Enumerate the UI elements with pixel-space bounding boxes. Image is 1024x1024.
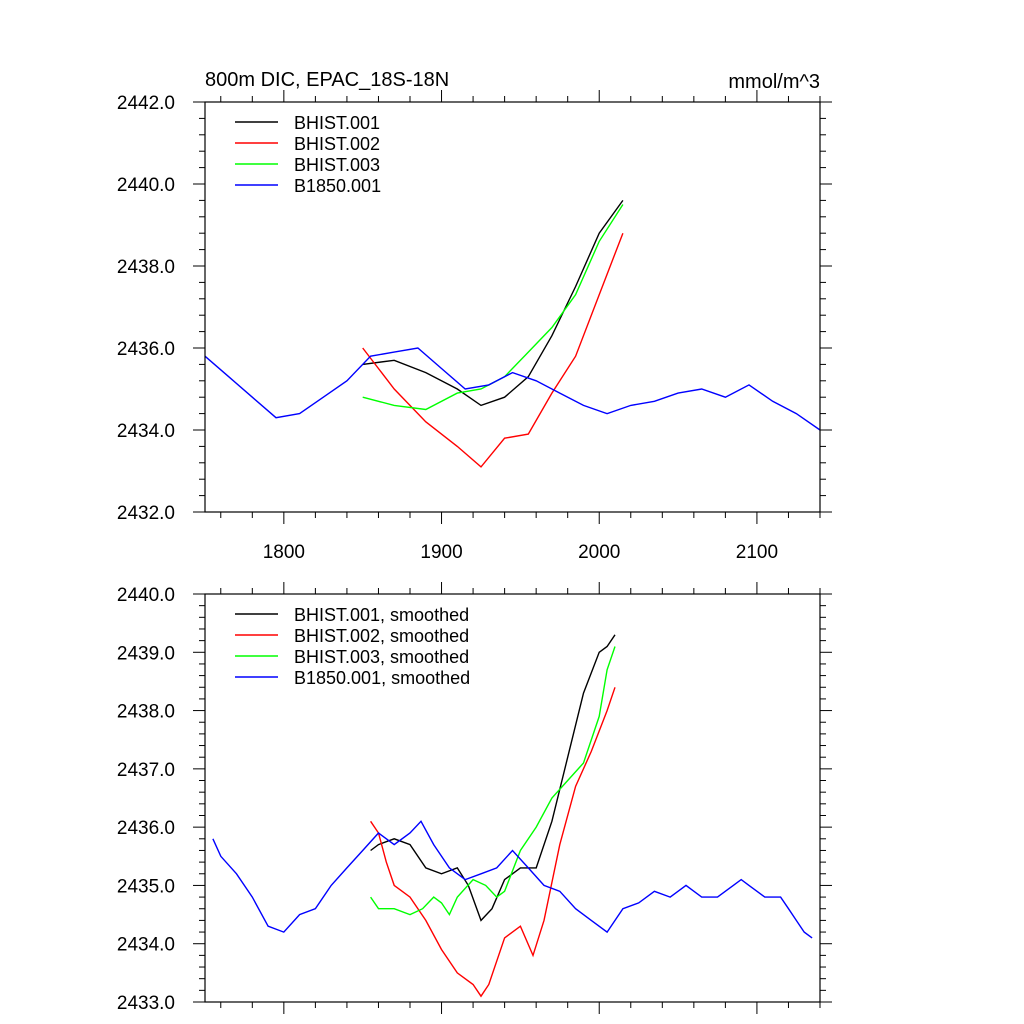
axes: 1800 1900 2000 2100 2432.0 2434.0 2436.0 2438.0… <box>117 90 832 563</box>
panel-top: 800m DIC, EPAC_18S-18N mmol/m^3 1800 1900… <box>117 69 832 563</box>
y-tick-label: 2436.0 <box>117 818 175 839</box>
y-tick-label: 2436.0 <box>117 339 175 360</box>
plot-frame <box>204 101 821 513</box>
y-tick-label: 2440.0 <box>117 175 175 196</box>
x-tick-label: 2100 <box>736 542 778 563</box>
x-tick-label: 1900 <box>420 542 462 563</box>
legend-label: BHIST.001, smoothed <box>294 605 469 625</box>
x-tick-label: 1800 <box>263 542 305 563</box>
plot-frame <box>204 593 821 1003</box>
series-group <box>212 634 813 998</box>
panel-bottom: 2433.0 2434.0 2435.0 2436.0 2437.0 2438.0 2439… <box>117 582 832 1014</box>
series-group <box>204 199 821 468</box>
series-line-b1850-001-smoothed <box>212 820 813 939</box>
legend-label: BHIST.002 <box>294 134 380 154</box>
series-line-bhist-003 <box>362 204 624 411</box>
y-tick-label: 2432.0 <box>117 503 175 524</box>
units-label: mmol/m^3 <box>728 71 820 93</box>
y-tick-label: 2438.0 <box>117 257 175 278</box>
axes: 2433.0 2434.0 2435.0 2436.0 2437.0 2438.0 2439… <box>117 582 832 1014</box>
y-tick-label: 2434.0 <box>117 935 175 956</box>
series-line-bhist-002 <box>362 232 624 468</box>
legend-label: B1850.001 <box>294 176 381 196</box>
y-tick-label: 2434.0 <box>117 421 175 442</box>
x-tick-label: 2000 <box>578 542 620 563</box>
series-line-bhist-001-smoothed <box>370 634 616 922</box>
y-tick-label: 2435.0 <box>117 876 175 897</box>
y-tick-label: 2440.0 <box>117 585 175 606</box>
series-line-bhist-001 <box>362 199 624 407</box>
series-line-bhist-002-smoothed <box>370 687 616 998</box>
y-tick-label: 2438.0 <box>117 702 175 723</box>
chart-title: 800m DIC, EPAC_18S-18N <box>205 69 449 91</box>
legend-label: BHIST.002, smoothed <box>294 626 469 646</box>
y-tick-label: 2439.0 <box>117 643 175 664</box>
y-tick-label: 2433.0 <box>117 993 175 1014</box>
series-line-bhist-003-smoothed <box>370 646 616 917</box>
legend-label: BHIST.003 <box>294 155 380 175</box>
y-tick-label: 2442.0 <box>117 93 175 114</box>
y-tick-label: 2437.0 <box>117 760 175 781</box>
legend-label: B1850.001, smoothed <box>294 668 470 688</box>
legend-label: BHIST.001 <box>294 113 380 133</box>
series-line-b1850-001 <box>204 347 821 431</box>
legend-label: BHIST.003, smoothed <box>294 647 469 667</box>
